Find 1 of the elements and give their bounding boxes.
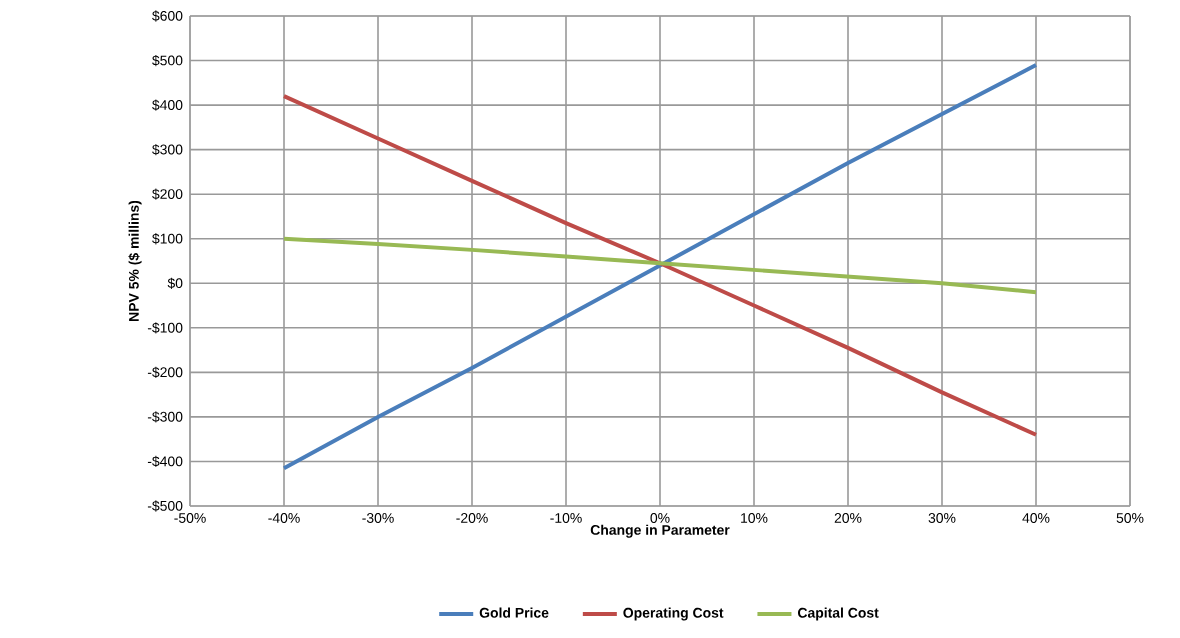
line-series bbox=[282, 94, 1038, 437]
